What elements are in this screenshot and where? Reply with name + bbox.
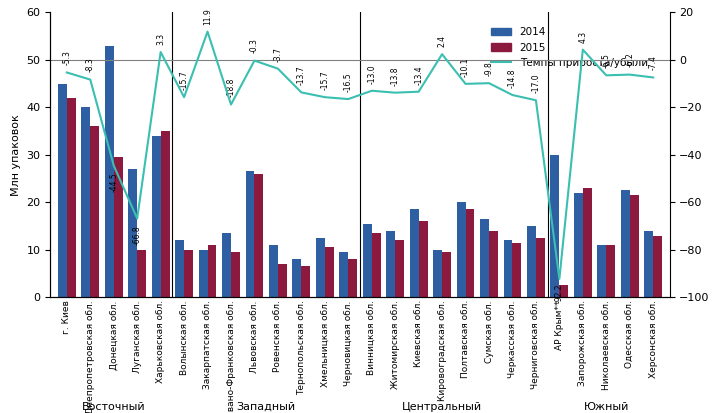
Bar [222, 233, 231, 297]
Text: -44.5: -44.5 [109, 173, 118, 192]
Bar [621, 190, 630, 297]
Bar [278, 264, 287, 297]
Text: -3.7: -3.7 [274, 47, 282, 62]
Bar [551, 155, 559, 297]
Bar [644, 231, 653, 297]
Bar [395, 240, 404, 297]
Bar [503, 240, 513, 297]
Text: -9.8: -9.8 [485, 61, 493, 76]
Bar [269, 245, 278, 297]
Bar [246, 171, 254, 297]
Text: -13.4: -13.4 [414, 65, 423, 85]
Bar [302, 266, 310, 297]
Bar [348, 259, 357, 297]
Bar [339, 252, 348, 297]
Text: -13.0: -13.0 [367, 64, 377, 83]
Bar [598, 245, 606, 297]
Text: 4.3: 4.3 [578, 31, 588, 43]
Bar [58, 83, 67, 297]
Text: 3.3: 3.3 [156, 33, 165, 45]
Bar [630, 195, 639, 297]
Bar [372, 233, 381, 297]
Bar [254, 174, 264, 297]
Text: -17.0: -17.0 [531, 74, 541, 93]
Text: -18.8: -18.8 [227, 78, 235, 97]
Y-axis label: Млн упаковок: Млн упаковок [11, 114, 21, 196]
Bar [466, 209, 474, 297]
Text: -6.5: -6.5 [602, 53, 611, 68]
Bar [114, 157, 122, 297]
Bar [184, 250, 193, 297]
Text: -13.8: -13.8 [391, 66, 400, 85]
Bar [90, 126, 99, 297]
Bar [559, 285, 568, 297]
Text: Южный: Южный [584, 401, 629, 411]
Bar [442, 252, 451, 297]
Text: -7.4: -7.4 [649, 55, 657, 70]
Text: -15.7: -15.7 [179, 71, 189, 90]
Text: Западный: Западный [237, 401, 296, 411]
Bar [513, 243, 521, 297]
Bar [292, 259, 302, 297]
Bar [456, 202, 466, 297]
Bar [480, 219, 489, 297]
Text: -14.8: -14.8 [508, 69, 517, 88]
Bar [527, 226, 536, 297]
Text: -5.3: -5.3 [63, 50, 71, 65]
Bar [161, 131, 169, 297]
Bar [363, 224, 372, 297]
Text: -8.3: -8.3 [86, 58, 95, 72]
Bar [231, 252, 240, 297]
Bar [81, 107, 90, 297]
Text: -66.8: -66.8 [132, 225, 142, 245]
Bar [207, 245, 217, 297]
Bar [152, 136, 161, 297]
Bar [410, 209, 418, 297]
Bar [606, 245, 615, 297]
Bar [138, 250, 146, 297]
Bar [489, 231, 498, 297]
Text: -6.2: -6.2 [625, 53, 634, 67]
Bar [582, 188, 592, 297]
Text: -10.1: -10.1 [461, 57, 470, 77]
Bar [536, 238, 545, 297]
Bar [433, 250, 442, 297]
Bar [105, 45, 114, 297]
Text: Центральный: Центральный [402, 401, 482, 411]
Bar [128, 169, 138, 297]
Bar [418, 221, 428, 297]
Text: -92.2: -92.2 [555, 284, 564, 303]
Bar [574, 193, 582, 297]
Bar [653, 235, 662, 297]
Text: 2.4: 2.4 [438, 35, 446, 47]
Bar [386, 231, 395, 297]
Bar [316, 238, 325, 297]
Legend: 2014, 2015, Темпы прироста/убыли: 2014, 2015, Темпы прироста/убыли [487, 23, 652, 72]
Text: -15.7: -15.7 [320, 71, 329, 90]
Bar [67, 98, 76, 297]
Bar [175, 240, 184, 297]
Bar [199, 250, 207, 297]
Text: 11.9: 11.9 [203, 8, 212, 24]
Text: Восточный: Восточный [82, 401, 145, 411]
Text: -13.7: -13.7 [297, 66, 306, 85]
Bar [325, 247, 334, 297]
Text: -16.5: -16.5 [343, 72, 353, 92]
Text: -0.3: -0.3 [250, 38, 259, 53]
